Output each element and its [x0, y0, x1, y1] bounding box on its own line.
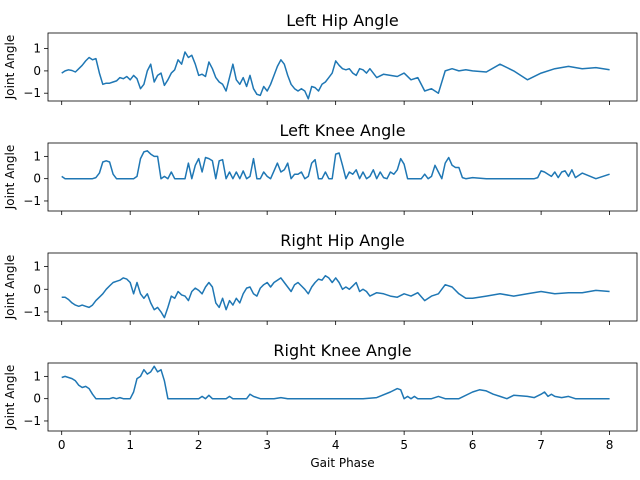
- y-tick-label: −1: [23, 194, 41, 208]
- axes-frame: [47, 32, 638, 102]
- y-tick-label: −1: [23, 414, 41, 428]
- x-tick-label: 2: [195, 438, 203, 452]
- y-axis-label: Joint Angle: [3, 145, 17, 211]
- y-tick-label: 1: [33, 260, 41, 274]
- y-tick-label: −1: [23, 86, 41, 100]
- subplot-3: Right Hip Angle Joint Angle 1 0 −1: [3, 231, 638, 325]
- y-axis-label: Joint Angle: [3, 255, 17, 321]
- axes-frame: [47, 252, 638, 322]
- y-tick-label: 1: [33, 42, 41, 56]
- y-tick-label: 1: [33, 149, 41, 163]
- x-tick-label: 4: [332, 438, 340, 452]
- x-tick-label: 7: [537, 438, 545, 452]
- x-tick-label: 5: [400, 438, 408, 452]
- x-tick-label: 6: [469, 438, 477, 452]
- series-line: [61, 274, 610, 319]
- x-axis-label: Gait Phase: [310, 456, 374, 470]
- subplot-2: Left Knee Angle Joint Angle 1 0 −1: [3, 121, 638, 215]
- subplot-title: Left Hip Angle: [286, 11, 398, 30]
- y-tick-label: 0: [33, 392, 41, 406]
- axes-frame: [47, 142, 638, 212]
- subplot-title: Left Knee Angle: [279, 121, 405, 140]
- y-tick-label: −1: [23, 305, 41, 319]
- y-tick-label: 1: [33, 369, 41, 383]
- series-line: [61, 365, 610, 400]
- y-tick-label: 0: [33, 172, 41, 186]
- x-tick-label: 1: [126, 438, 134, 452]
- x-tick-label: 3: [263, 438, 271, 452]
- y-tick-label: 0: [33, 64, 41, 78]
- subplot-title: Right Hip Angle: [280, 231, 404, 250]
- y-axis-label: Joint Angle: [3, 35, 17, 101]
- subplot-4: Right Knee Angle Joint Angle 1 0 −1 0 1 2 3 4 5 6 7 8…: [3, 341, 638, 470]
- x-tick-label: 0: [58, 438, 66, 452]
- subplot-title: Right Knee Angle: [273, 341, 411, 360]
- y-axis-label: Joint Angle: [3, 365, 17, 431]
- y-tick-label: 0: [33, 282, 41, 296]
- axes-frame: [47, 362, 638, 432]
- x-tick-label: 8: [606, 438, 614, 452]
- subplot-1: Left Hip Angle Joint Angle 1 0 −1: [3, 11, 638, 105]
- series-line: [61, 150, 610, 180]
- series-line: [61, 51, 610, 100]
